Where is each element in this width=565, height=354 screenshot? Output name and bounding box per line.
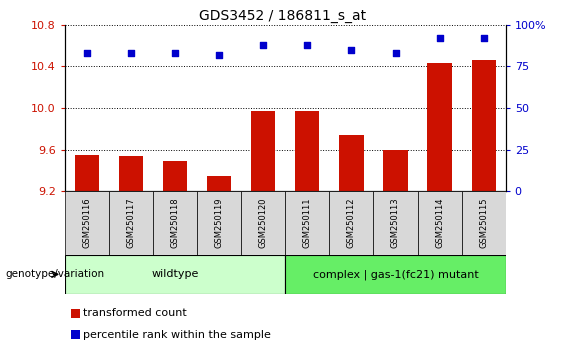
Text: complex | gas-1(fc21) mutant: complex | gas-1(fc21) mutant: [312, 269, 479, 280]
Point: [347, 47, 356, 53]
Text: GSM250114: GSM250114: [435, 198, 444, 248]
Point: [215, 52, 224, 58]
Bar: [71, 330, 80, 339]
Bar: [285, 191, 329, 255]
Bar: [207, 176, 231, 191]
Bar: [472, 60, 496, 191]
Bar: [340, 135, 363, 191]
Bar: [462, 191, 506, 255]
Point: [303, 42, 312, 47]
Text: wildtype: wildtype: [151, 269, 199, 279]
Text: GSM250118: GSM250118: [171, 198, 180, 249]
Bar: [295, 111, 319, 191]
Text: GSM250116: GSM250116: [82, 198, 92, 249]
Bar: [251, 111, 275, 191]
Text: transformed count: transformed count: [83, 308, 187, 318]
Bar: [163, 161, 187, 191]
Text: GDS3452 / 186811_s_at: GDS3452 / 186811_s_at: [199, 9, 366, 23]
Bar: [329, 191, 373, 255]
Bar: [384, 150, 407, 191]
Point: [435, 35, 444, 41]
Point: [391, 50, 400, 56]
Point: [259, 42, 268, 47]
Bar: [65, 191, 109, 255]
Text: GSM250119: GSM250119: [215, 198, 224, 248]
Text: genotype/variation: genotype/variation: [6, 269, 105, 279]
Bar: [75, 155, 99, 191]
Text: GSM250120: GSM250120: [259, 198, 268, 248]
Point: [82, 50, 92, 56]
Text: GSM250117: GSM250117: [127, 198, 136, 249]
Text: GSM250112: GSM250112: [347, 198, 356, 248]
Bar: [418, 191, 462, 255]
Bar: [153, 191, 197, 255]
Point: [479, 35, 488, 41]
Text: GSM250115: GSM250115: [479, 198, 488, 248]
Bar: [241, 191, 285, 255]
Text: percentile rank within the sample: percentile rank within the sample: [83, 330, 271, 339]
Bar: [285, 255, 506, 294]
Text: GSM250113: GSM250113: [391, 198, 400, 249]
Bar: [109, 191, 153, 255]
Bar: [197, 191, 241, 255]
Bar: [373, 191, 418, 255]
Bar: [65, 255, 285, 294]
Point: [171, 50, 180, 56]
Bar: [428, 63, 451, 191]
Text: GSM250111: GSM250111: [303, 198, 312, 248]
Point: [127, 50, 136, 56]
Bar: [71, 309, 80, 318]
Bar: [119, 156, 143, 191]
